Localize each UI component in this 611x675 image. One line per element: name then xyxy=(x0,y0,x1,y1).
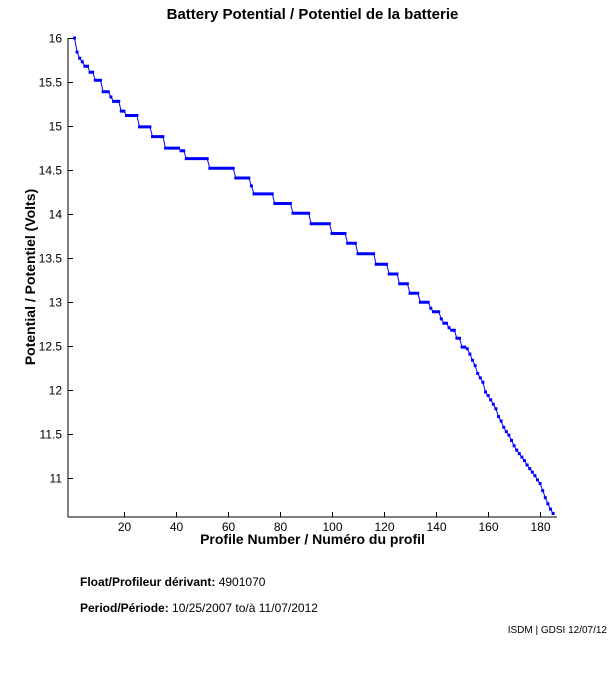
credit-stamp: ISDM | GDSI 12/07/12 xyxy=(507,625,607,636)
y-tick-label: 12.5 xyxy=(39,340,63,354)
period-value: 10/25/2007 to/à 11/07/2012 xyxy=(172,601,318,615)
footer-period-line: Period/Période: 10/25/2007 to/à 11/07/20… xyxy=(80,601,318,615)
y-tick-label: 15.5 xyxy=(39,76,63,90)
x-tick-label: 80 xyxy=(274,520,288,534)
x-tick-label: 20 xyxy=(118,520,132,534)
x-tick-label: 160 xyxy=(478,520,498,534)
footer-float-line: Float/Profileur dérivant: 4901070 xyxy=(80,575,265,589)
float-value: 4901070 xyxy=(218,575,266,589)
x-tick-label: 40 xyxy=(170,520,184,534)
y-tick-label: 14.5 xyxy=(39,164,63,178)
y-tick-label: 14 xyxy=(49,208,63,222)
x-tick-label: 100 xyxy=(322,520,342,534)
y-tick-label: 11.5 xyxy=(40,428,63,442)
data-line xyxy=(74,37,554,514)
period-label: Period/Période: xyxy=(80,601,169,615)
y-tick-label: 12 xyxy=(49,384,63,398)
y-axis-label: Potential / Potentiel (Volts) xyxy=(22,188,38,366)
y-tick-label: 13.5 xyxy=(39,252,63,266)
x-tick-label: 60 xyxy=(222,520,236,534)
x-tick-label: 120 xyxy=(374,520,394,534)
y-tick-label: 16 xyxy=(49,32,63,46)
data-markers xyxy=(73,36,555,515)
x-tick-label: 180 xyxy=(530,520,550,534)
y-tick-label: 13 xyxy=(49,296,63,310)
x-axis-label: Profile Number / Numéro du profil xyxy=(200,531,425,547)
chart-title: Battery Potential / Potentiel de la batt… xyxy=(166,6,459,23)
y-tick-label: 11 xyxy=(50,472,63,486)
axis-lines xyxy=(67,38,557,518)
x-tick-label: 140 xyxy=(426,520,446,534)
float-label: Float/Profileur dérivant: xyxy=(80,575,216,589)
y-tick-label: 15 xyxy=(49,120,63,134)
